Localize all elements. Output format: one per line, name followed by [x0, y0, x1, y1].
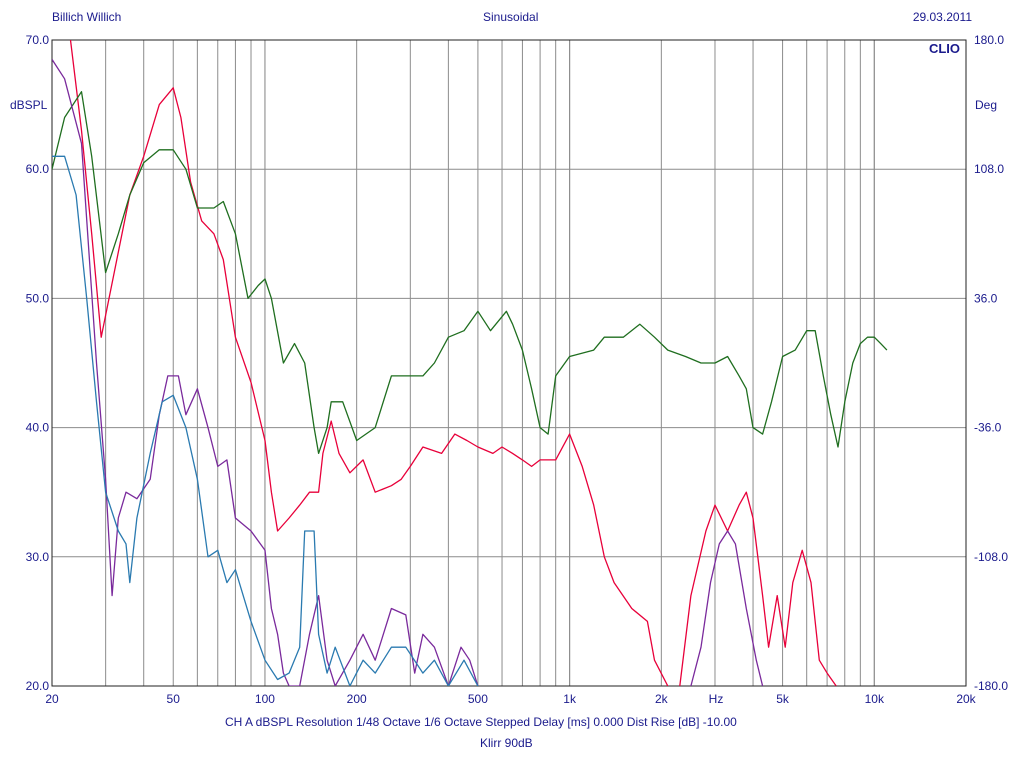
x-axis-label: Hz: [709, 692, 724, 706]
x-tick-label: 20: [45, 692, 59, 706]
x-tick-label: 100: [255, 692, 275, 706]
y2-tick-label: -180.0: [974, 679, 1008, 693]
header-left-text: Billich Willich: [52, 10, 122, 24]
series-line-3: [52, 59, 479, 686]
y2-tick-label: 36.0: [974, 291, 998, 305]
series-line-2: [52, 91, 888, 455]
header-center-text: Sinusoidal: [483, 10, 539, 24]
y-tick-label: 70.0: [26, 33, 50, 47]
y-axis-label: dBSPL: [10, 98, 48, 112]
x-tick-label: 10k: [865, 692, 885, 706]
footer-settings: CH A dBSPL Resolution 1/48 Octave 1/6 Oc…: [225, 715, 737, 729]
series-line-4: [690, 530, 764, 686]
y-tick-label: 20.0: [26, 679, 50, 693]
y-tick-label: 30.0: [26, 550, 50, 564]
y2-axis-label: Deg: [975, 98, 997, 112]
y2-tick-label: -108.0: [974, 550, 1008, 564]
header-date: 29.03.2011: [912, 10, 972, 24]
y-tick-label: 60.0: [26, 162, 50, 176]
y2-tick-label: 180.0: [974, 33, 1004, 47]
x-tick-label: 50: [167, 692, 181, 706]
footer-measurement-label: Klirr 90dB: [480, 736, 533, 750]
brand-label: CLIO: [929, 41, 960, 56]
plot-frame: [51, 39, 967, 687]
series-line-1: [679, 491, 837, 686]
series-line-0: [69, 40, 669, 686]
x-tick-label: 1k: [563, 692, 577, 706]
y-tick-label: 40.0: [26, 421, 50, 435]
x-tick-label: 5k: [776, 692, 790, 706]
x-tick-label: 200: [347, 692, 367, 706]
y2-tick-label: 108.0: [974, 162, 1004, 176]
series-line-5: [52, 155, 479, 686]
x-tick-label: 500: [468, 692, 488, 706]
y2-tick-label: -36.0: [974, 421, 1002, 435]
x-tick-label: 2k: [655, 692, 669, 706]
y-tick-label: 50.0: [26, 291, 50, 305]
x-tick-label: 20k: [956, 692, 976, 706]
